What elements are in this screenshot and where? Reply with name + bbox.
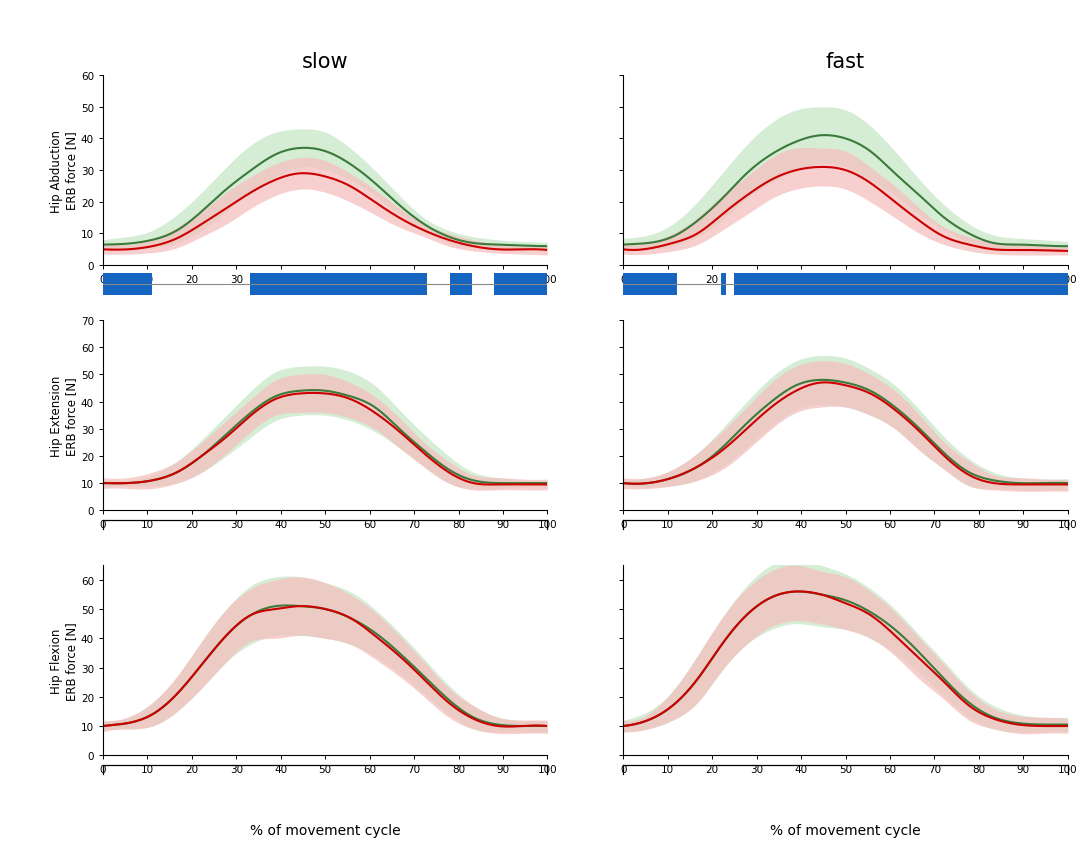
Bar — [249, 273, 427, 296]
Bar — [494, 273, 547, 296]
Title: slow: slow — [301, 51, 349, 72]
Bar — [103, 273, 152, 296]
Title: fast: fast — [826, 51, 865, 72]
Y-axis label: Hip Abduction
ERB force [N]: Hip Abduction ERB force [N] — [50, 129, 78, 213]
Text: % of movement cycle: % of movement cycle — [771, 823, 920, 837]
Y-axis label: Hip Flexion
ERB force [N]: Hip Flexion ERB force [N] — [50, 621, 78, 700]
Bar — [721, 273, 725, 296]
Text: % of movement cycle: % of movement cycle — [250, 823, 400, 837]
Y-axis label: Hip Extension
ERB force [N]: Hip Extension ERB force [N] — [50, 375, 78, 457]
Bar — [623, 273, 676, 296]
Bar — [735, 273, 1068, 296]
Bar — [450, 273, 472, 296]
